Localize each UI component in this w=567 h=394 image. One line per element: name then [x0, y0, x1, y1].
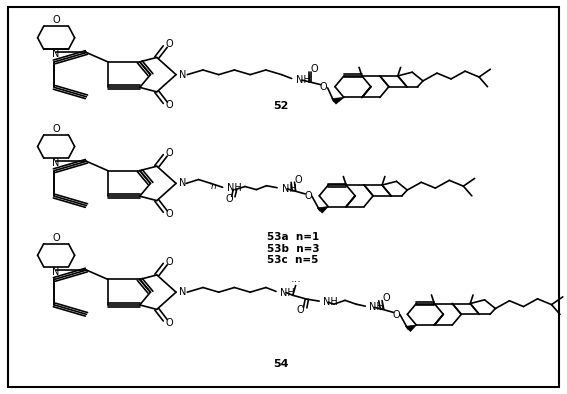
Text: N: N — [179, 287, 186, 297]
Text: N: N — [179, 70, 186, 80]
Text: O: O — [166, 209, 174, 219]
Text: O: O — [304, 191, 312, 201]
Text: O: O — [166, 318, 174, 327]
Text: NH: NH — [282, 184, 297, 194]
Text: 54: 54 — [273, 359, 289, 369]
Text: O: O — [52, 124, 60, 134]
Text: n: n — [210, 182, 216, 191]
Text: 52: 52 — [273, 101, 289, 111]
Text: NH: NH — [296, 75, 311, 85]
Text: N: N — [52, 267, 60, 277]
Text: O: O — [320, 82, 328, 92]
Text: O: O — [382, 293, 390, 303]
Text: O: O — [310, 64, 318, 74]
Text: O: O — [52, 15, 60, 25]
Text: NH: NH — [323, 297, 338, 307]
Polygon shape — [318, 206, 328, 213]
Text: O: O — [166, 39, 174, 49]
Text: O: O — [295, 175, 302, 184]
Text: N: N — [52, 49, 60, 59]
Text: N: N — [52, 158, 60, 168]
Text: O: O — [166, 148, 174, 158]
Text: NH: NH — [369, 302, 384, 312]
Text: O: O — [166, 100, 174, 110]
Text: NH: NH — [281, 288, 295, 297]
Text: 53a  n=1
53b  n=3
53c  n=5: 53a n=1 53b n=3 53c n=5 — [266, 232, 319, 265]
Text: O: O — [166, 257, 174, 267]
Text: O: O — [225, 194, 232, 204]
Text: O: O — [52, 233, 60, 243]
Polygon shape — [405, 325, 416, 331]
Text: N: N — [179, 178, 186, 188]
Text: O: O — [297, 305, 304, 316]
Text: NH: NH — [227, 184, 242, 193]
Text: ···: ··· — [291, 277, 302, 287]
Text: O: O — [393, 310, 400, 320]
Polygon shape — [332, 97, 344, 104]
